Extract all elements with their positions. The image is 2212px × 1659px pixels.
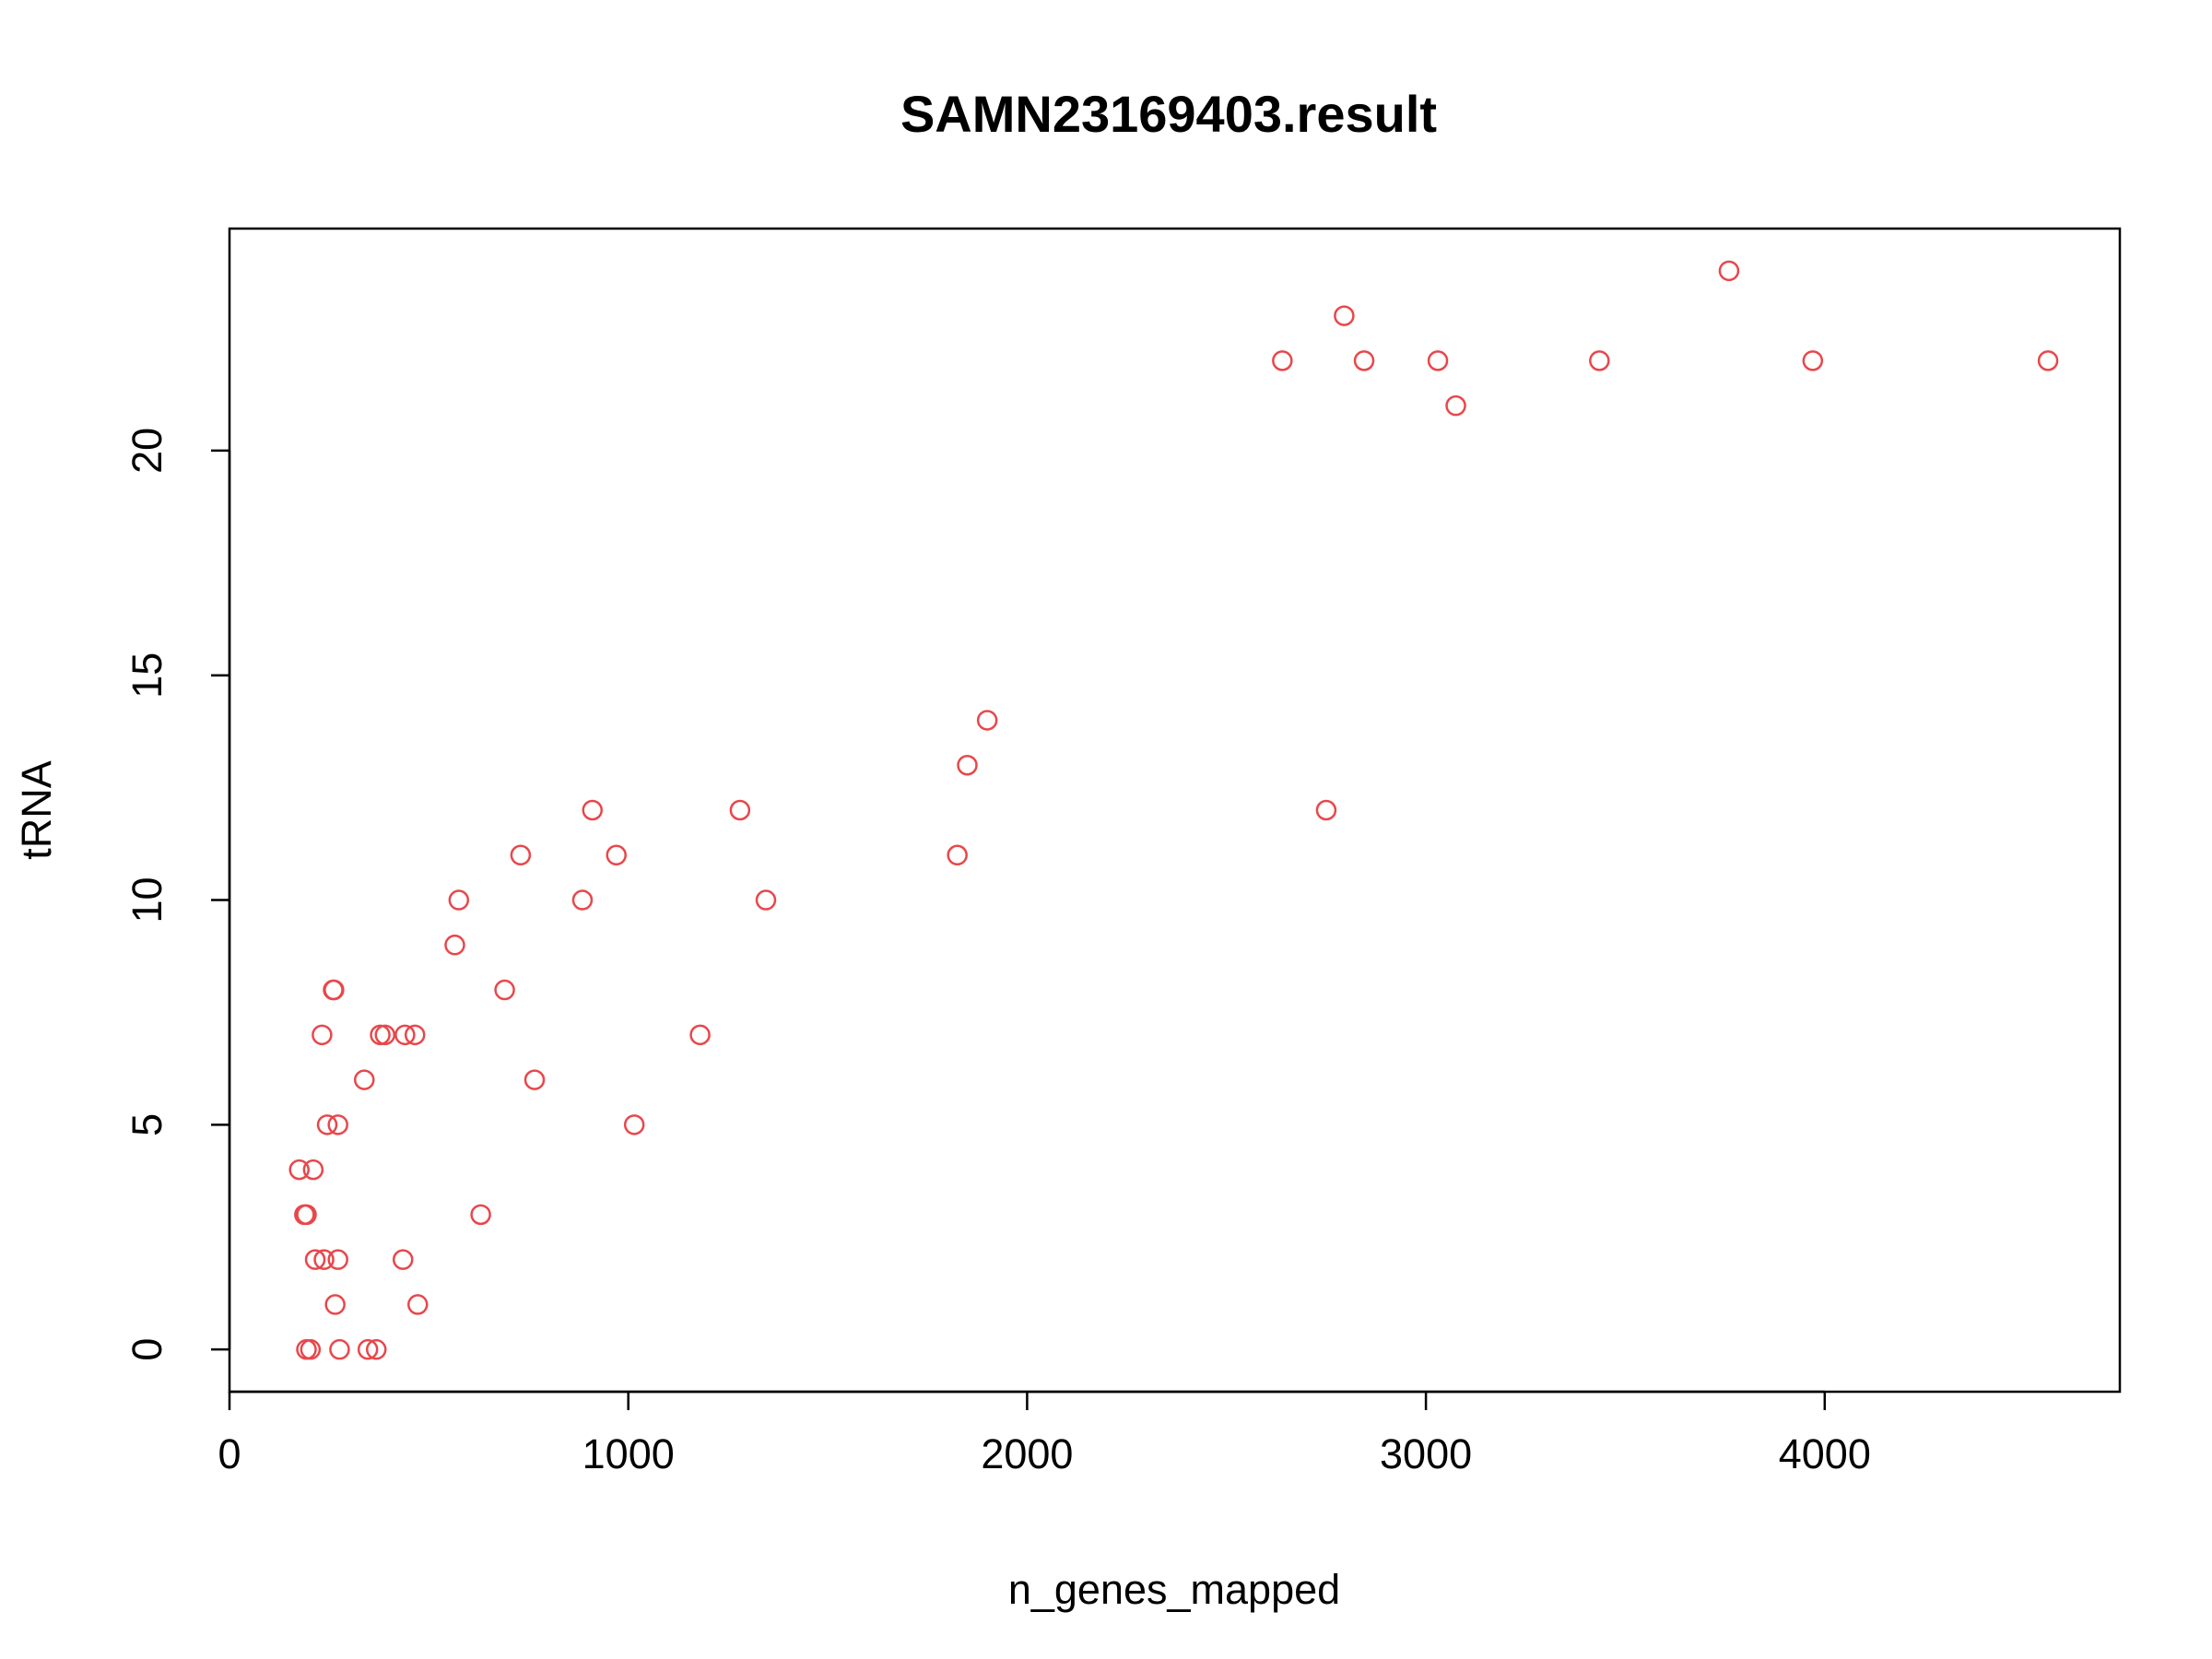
data-point bbox=[1272, 350, 1293, 371]
data-point bbox=[392, 1249, 414, 1270]
data-point bbox=[444, 935, 465, 956]
data-point bbox=[1802, 350, 1824, 371]
data-point bbox=[2037, 350, 2059, 371]
data-point bbox=[524, 1069, 546, 1090]
x-axis-label: n_genes_mapped bbox=[1008, 1566, 1340, 1613]
data-point bbox=[324, 979, 345, 1001]
y-axis-label: tRNA bbox=[13, 760, 60, 860]
data-point bbox=[329, 1338, 350, 1360]
y-tick-label: 10 bbox=[124, 877, 171, 923]
data-point bbox=[510, 844, 532, 866]
data-point bbox=[304, 1249, 326, 1270]
y-axis: 0 5 10 15 20 bbox=[124, 428, 231, 1361]
data-point bbox=[327, 1249, 348, 1270]
data-point bbox=[606, 844, 627, 866]
y-tick-label: 15 bbox=[124, 653, 171, 699]
data-point bbox=[394, 1024, 416, 1046]
y-tick-label: 5 bbox=[124, 1113, 171, 1136]
data-point bbox=[313, 1249, 335, 1270]
data-point bbox=[957, 754, 978, 776]
data-point bbox=[755, 889, 777, 911]
x-tick-label: 1000 bbox=[582, 1430, 675, 1477]
data-point bbox=[288, 1159, 310, 1181]
data-point bbox=[689, 1024, 711, 1046]
data-point bbox=[357, 1338, 379, 1360]
x-tick-label: 4000 bbox=[1779, 1430, 1871, 1477]
data-point bbox=[365, 1338, 387, 1360]
x-axis: 0 1000 2000 3000 4000 bbox=[218, 1390, 1871, 1477]
data-point bbox=[582, 799, 604, 821]
data-point bbox=[947, 844, 968, 866]
data-point bbox=[404, 1024, 426, 1046]
plot-frame bbox=[228, 227, 2122, 1394]
data-point bbox=[296, 1338, 317, 1360]
data-point bbox=[1334, 305, 1355, 326]
data-point bbox=[1427, 350, 1449, 371]
data-point bbox=[374, 1024, 396, 1046]
data-point bbox=[1445, 394, 1466, 417]
data-point bbox=[1353, 350, 1375, 371]
data-point bbox=[470, 1204, 491, 1226]
data-point bbox=[354, 1069, 375, 1090]
data-point bbox=[623, 1114, 645, 1135]
data-point bbox=[494, 979, 515, 1001]
x-tick-label: 3000 bbox=[1380, 1430, 1472, 1477]
chart-title: SAMN23169403.result bbox=[900, 85, 1437, 143]
data-point bbox=[406, 1294, 429, 1315]
data-point bbox=[324, 1294, 346, 1315]
data-point bbox=[1718, 260, 1740, 282]
data-point bbox=[370, 1024, 391, 1046]
data-point bbox=[1315, 799, 1337, 821]
data-point bbox=[327, 1114, 348, 1135]
data-point bbox=[448, 889, 470, 911]
data-point bbox=[976, 710, 998, 731]
x-tick-label: 2000 bbox=[981, 1430, 1073, 1477]
data-point bbox=[312, 1024, 333, 1046]
data-point bbox=[300, 1338, 322, 1360]
data-point bbox=[296, 1204, 317, 1226]
data-points bbox=[288, 260, 2059, 1360]
x-tick-label: 0 bbox=[218, 1430, 241, 1477]
y-tick-label: 20 bbox=[124, 428, 171, 474]
data-point bbox=[729, 799, 751, 821]
y-tick-label: 0 bbox=[124, 1338, 171, 1361]
data-point bbox=[1589, 350, 1610, 371]
data-point bbox=[302, 1159, 324, 1181]
data-point bbox=[571, 889, 594, 911]
data-point bbox=[316, 1114, 338, 1135]
